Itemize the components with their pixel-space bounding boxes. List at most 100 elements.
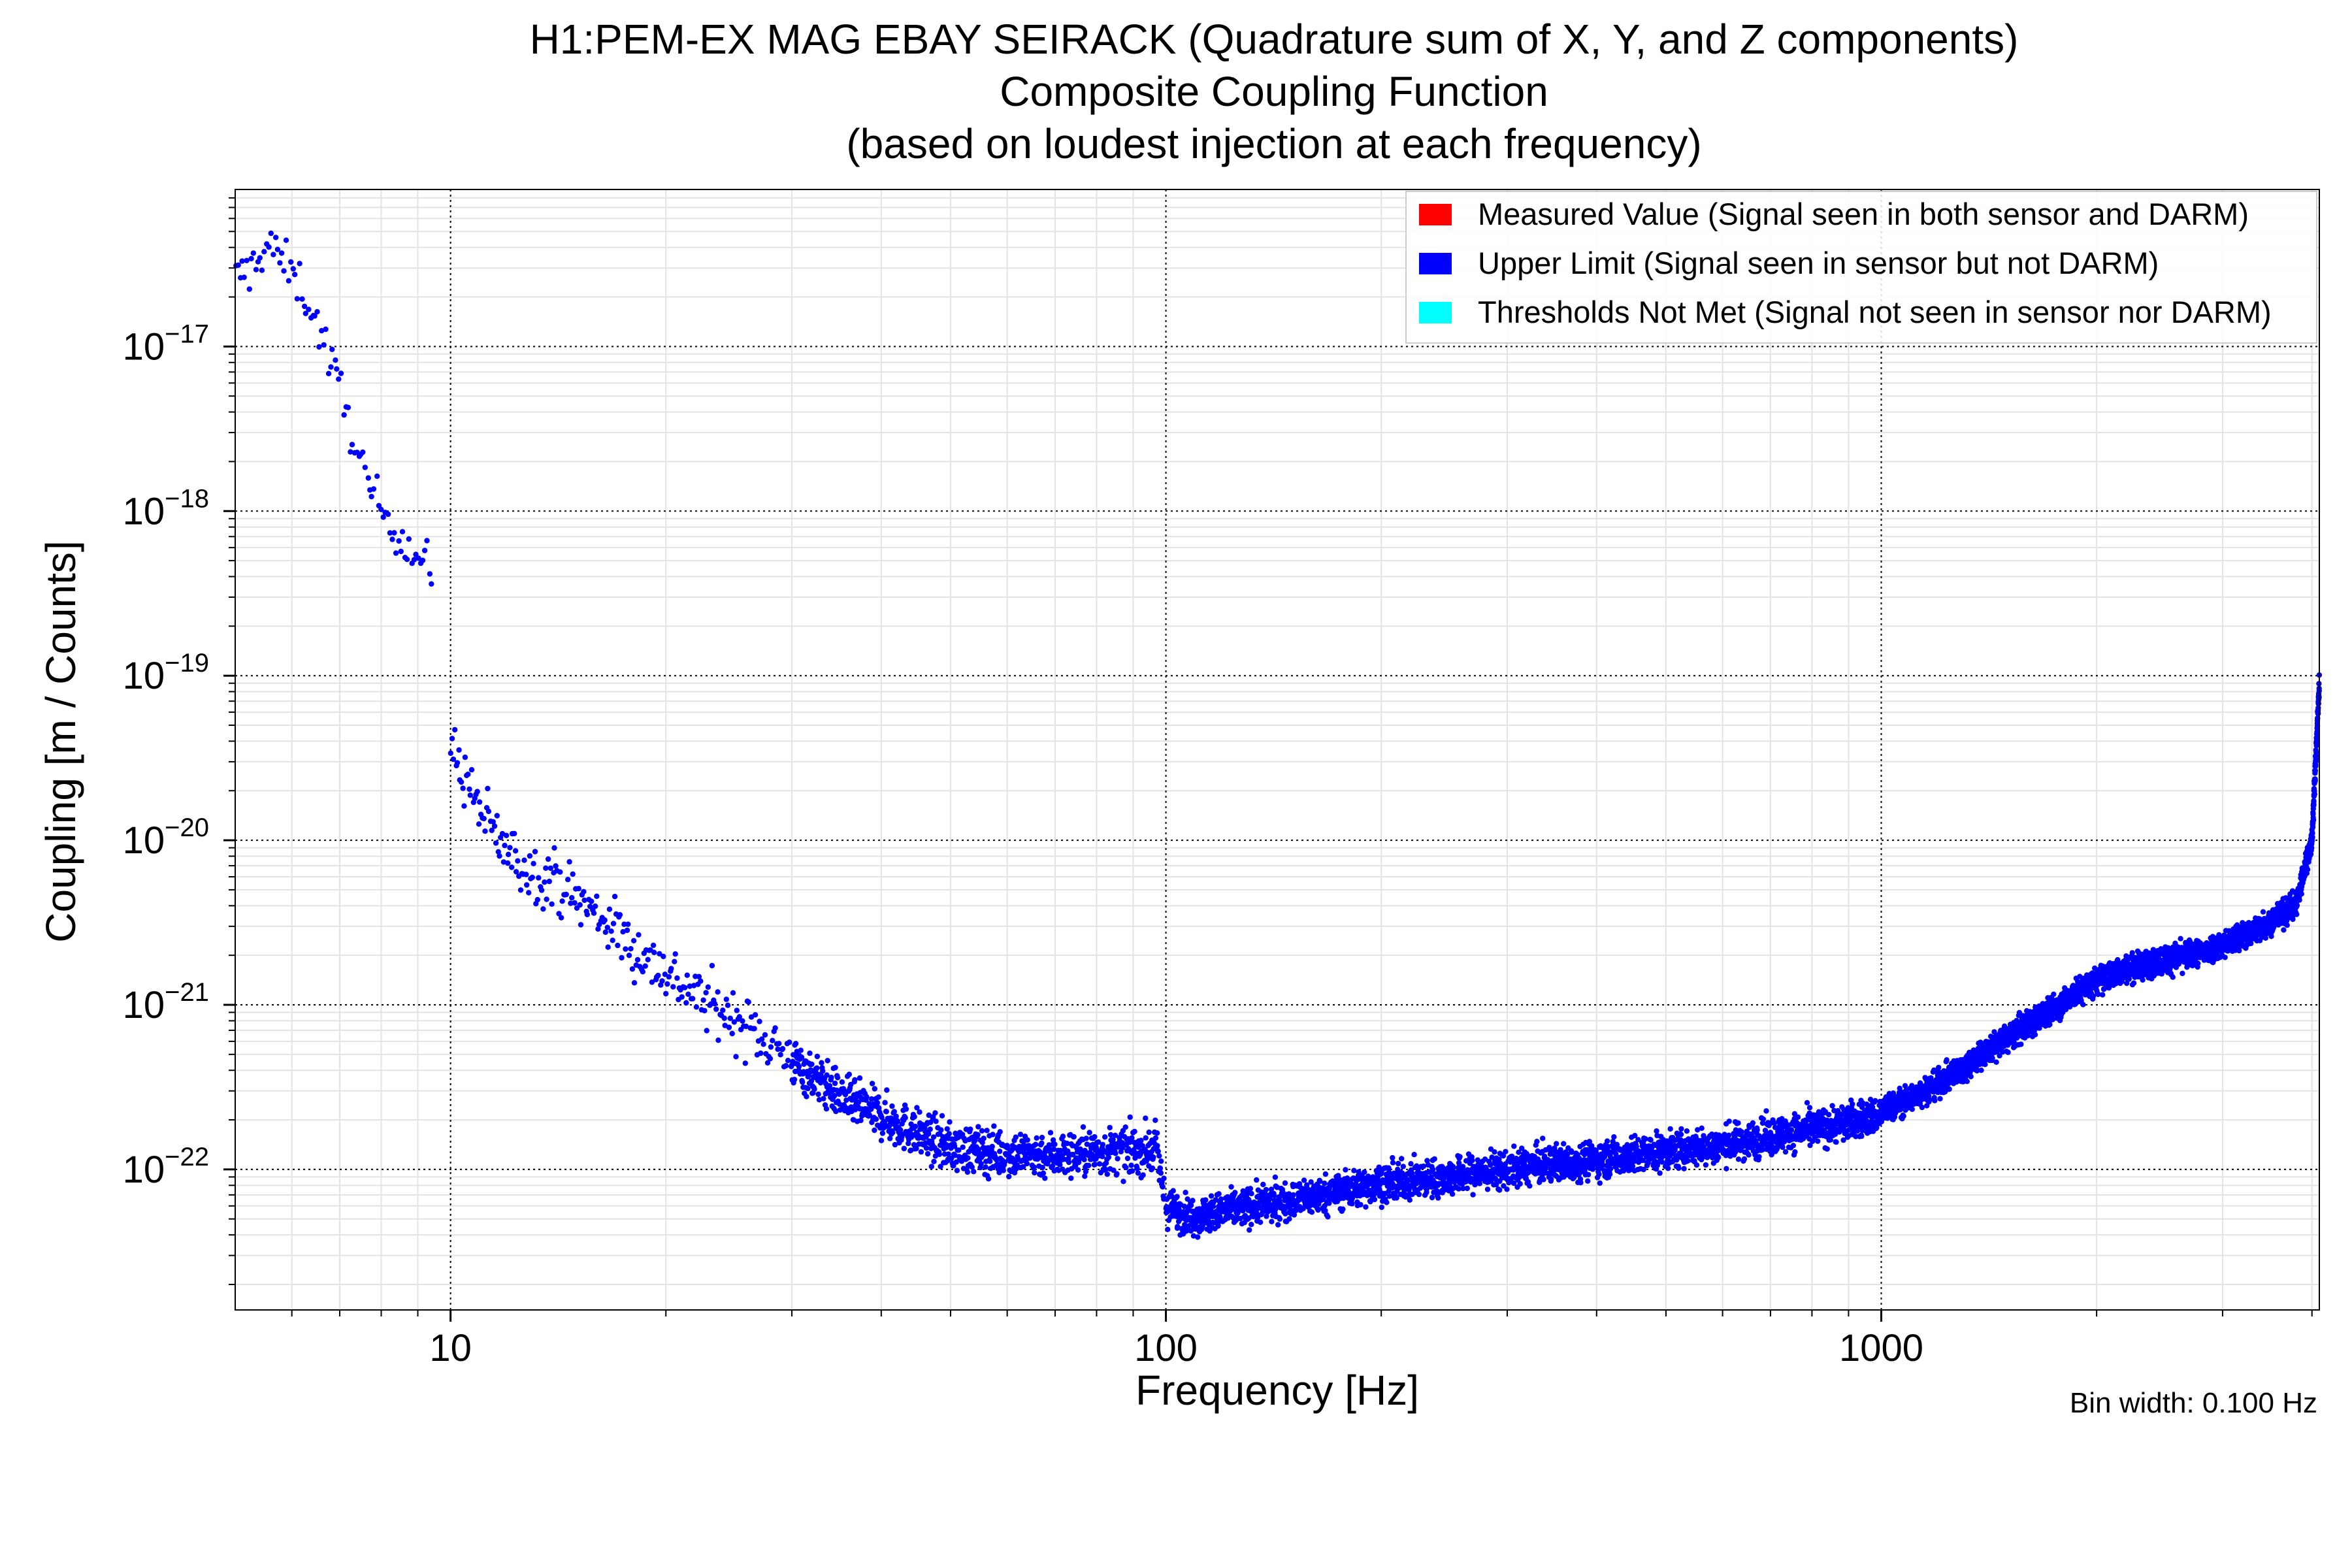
data-point (1161, 1175, 1167, 1181)
data-point (1760, 1116, 1767, 1122)
data-point (610, 921, 617, 926)
data-point (1825, 1111, 1832, 1118)
data-point (989, 1143, 995, 1150)
data-point (767, 1056, 774, 1062)
data-point (489, 827, 495, 834)
data-point (1040, 1170, 1047, 1176)
data-point (474, 789, 480, 794)
data-point (1290, 1192, 1296, 1198)
data-point (1558, 1149, 1564, 1155)
data-point (1460, 1164, 1466, 1169)
data-point (833, 1108, 839, 1115)
data-point (1501, 1183, 1507, 1189)
data-point (1608, 1166, 1614, 1172)
data-point (912, 1123, 919, 1130)
data-point (461, 803, 467, 809)
data-point (454, 760, 461, 766)
data-point (605, 944, 611, 950)
data-point (1051, 1146, 1057, 1152)
data-point (636, 932, 642, 938)
data-point (1635, 1137, 1641, 1143)
data-point (936, 1151, 943, 1158)
data-point (825, 1058, 830, 1064)
data-point (2018, 1041, 2024, 1047)
data-point (542, 879, 547, 885)
data-point (338, 370, 344, 376)
data-point (1024, 1160, 1030, 1167)
data-point (1122, 1124, 1128, 1130)
data-point (594, 893, 600, 900)
data-point (595, 926, 601, 932)
data-point (1158, 1170, 1164, 1176)
data-point (273, 235, 279, 240)
data-point (926, 1112, 932, 1119)
data-point (1484, 1186, 1491, 1192)
data-point (1806, 1105, 1813, 1111)
data-point (448, 750, 453, 757)
data-point (1105, 1154, 1112, 1160)
data-point (1756, 1154, 1762, 1160)
data-point (1500, 1152, 1507, 1159)
data-point (490, 819, 496, 825)
data-point (568, 900, 574, 906)
data-point (1092, 1162, 1098, 1168)
data-point (626, 953, 632, 958)
data-point (1411, 1152, 1417, 1158)
data-point (1919, 1104, 1925, 1111)
data-point (734, 1007, 740, 1013)
data-point (873, 1116, 879, 1122)
data-point (1049, 1163, 1056, 1169)
data-point (497, 853, 502, 859)
data-point (1033, 1141, 1039, 1147)
data-point (715, 989, 721, 995)
data-point (1394, 1195, 1399, 1201)
data-point (1589, 1143, 1595, 1149)
data-point (1993, 1059, 1999, 1065)
data-point (468, 767, 475, 773)
data-point (866, 1112, 873, 1119)
data-point (1000, 1168, 1007, 1173)
data-point (1048, 1152, 1054, 1158)
data-point (1620, 1168, 1627, 1174)
data-point (670, 984, 676, 990)
data-point (1464, 1185, 1470, 1192)
data-point (1257, 1219, 1264, 1226)
data-point (365, 475, 371, 481)
data-point (923, 1145, 930, 1151)
data-point (546, 878, 552, 885)
data-point (1503, 1149, 1509, 1154)
data-point (1759, 1147, 1765, 1153)
data-point (869, 1081, 875, 1086)
data-point (1735, 1120, 1741, 1126)
data-point (1586, 1139, 1593, 1145)
data-point (770, 1037, 776, 1043)
data-point (1100, 1154, 1105, 1160)
data-point (708, 1001, 714, 1007)
data-point (1002, 1159, 1008, 1166)
data-point (971, 1169, 977, 1175)
data-point (1726, 1132, 1732, 1138)
data-point (1494, 1181, 1499, 1188)
data-point (814, 1053, 821, 1060)
data-point (1629, 1163, 1636, 1169)
data-point (1190, 1198, 1196, 1203)
data-point (1678, 1137, 1684, 1143)
data-point (981, 1135, 987, 1141)
data-point (1795, 1114, 1801, 1120)
data-point (1083, 1169, 1089, 1175)
data-point (495, 849, 501, 855)
data-point (1260, 1181, 1266, 1188)
data-point (467, 792, 473, 798)
data-point (668, 966, 674, 972)
data-point (875, 1094, 881, 1100)
data-point (1006, 1173, 1012, 1180)
data-point (1488, 1162, 1494, 1168)
data-point (1071, 1134, 1077, 1140)
data-point (715, 1037, 721, 1043)
data-point (1590, 1166, 1595, 1172)
data-point (1075, 1167, 1081, 1173)
data-point (348, 449, 353, 455)
data-point (1607, 1171, 1613, 1177)
data-point (1613, 1151, 1619, 1157)
data-point (610, 938, 615, 943)
